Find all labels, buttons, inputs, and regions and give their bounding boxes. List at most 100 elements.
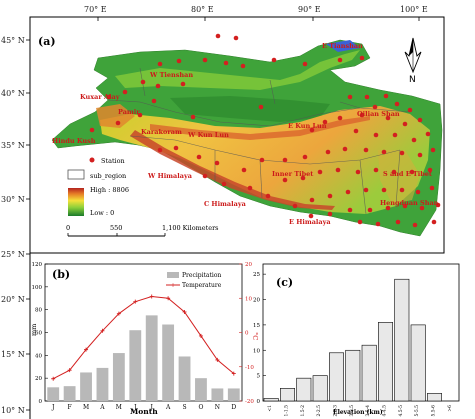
- region-label: S and E Tibet: [383, 170, 432, 178]
- legend-elevation-ramp: [68, 188, 84, 216]
- temperature-point: [166, 296, 171, 301]
- legend-precip-label: Precipitation: [182, 272, 221, 279]
- elevation-bar: [427, 393, 442, 402]
- station-marker: [394, 101, 400, 107]
- lon-tick-label: 80° E: [191, 5, 214, 14]
- station-marker: [265, 193, 271, 199]
- precip-bar: [96, 367, 109, 401]
- station-marker: [347, 207, 353, 213]
- map-panel: 70° E 80° E 90° E 100° E 45° N 40° N 35°…: [1, 5, 445, 259]
- station-marker: [381, 149, 387, 155]
- month-tick-label: A: [165, 404, 171, 411]
- temperature-point: [84, 347, 89, 352]
- station-marker: [157, 61, 163, 67]
- precip-bar: [112, 353, 125, 401]
- elevation-tick-label: 1-1.5: [284, 405, 290, 417]
- north-arrow: N: [404, 37, 422, 85]
- station-marker: [407, 107, 413, 113]
- elevation-tick-label: 4.5-5: [398, 405, 404, 417]
- station-marker: [308, 213, 314, 219]
- region-label: Pamir: [118, 108, 140, 116]
- region-labels: E Tianshan W Tienshan Kuxar Alay Pamir H…: [52, 42, 439, 226]
- station-marker: [373, 167, 379, 173]
- station-marker: [202, 173, 208, 179]
- station-marker: [300, 175, 306, 181]
- temperature-point: [67, 368, 72, 373]
- station-marker: [383, 93, 389, 99]
- station-marker: [223, 60, 229, 66]
- station-marker: [155, 83, 161, 89]
- station-marker: [322, 119, 328, 125]
- right-tick-label: -10: [245, 365, 254, 371]
- region-label: E Tianshan: [322, 42, 363, 50]
- station-marker: [221, 181, 227, 187]
- elevation-tick-label: 3-3.5: [349, 405, 355, 417]
- station-marker: [337, 57, 343, 63]
- station-marker: [367, 207, 373, 213]
- temperature-point: [116, 311, 121, 316]
- legend-temp-label: Temperature: [182, 282, 222, 289]
- left-tick-label: 100: [32, 285, 43, 291]
- station-marker: [309, 197, 315, 203]
- lon-tick-label: 70° E: [84, 5, 107, 14]
- station-marker: [429, 185, 435, 191]
- legend-station-label: Station: [101, 157, 125, 165]
- station-marker: [335, 167, 341, 173]
- temperature-point: [198, 333, 203, 338]
- right-tick-label: 0: [245, 331, 249, 337]
- elevation-bar: [263, 398, 279, 402]
- station-marker: [282, 177, 288, 183]
- station-marker: [259, 157, 265, 163]
- elevation-tick-label: 4-4.5: [382, 405, 388, 417]
- chart-b-frame: [44, 263, 243, 402]
- lat-tick-label: 40° N: [1, 89, 25, 98]
- left-tick-label: 80: [35, 308, 42, 314]
- station-marker: [395, 219, 401, 225]
- region-label: Qilian Shan: [357, 110, 400, 118]
- station-marker: [106, 94, 112, 100]
- station-marker: [385, 115, 391, 121]
- elevation-bar: [280, 388, 295, 402]
- terrain-kunlun-ridge: [150, 116, 370, 140]
- lat-tick-label: 20° N: [1, 295, 25, 304]
- station-marker: [373, 132, 379, 138]
- left-tick-label: 20: [35, 376, 42, 382]
- station-marker: [240, 63, 246, 69]
- elevation-bar: [345, 349, 361, 402]
- left-tick-label: 120: [32, 262, 43, 268]
- station-marker: [425, 131, 431, 137]
- terrain-hengduan-high: [378, 150, 420, 204]
- station-marker: [359, 112, 365, 118]
- lat-tick-label: 10° N: [1, 406, 25, 415]
- month-tick-label: N: [215, 404, 220, 411]
- legend-low-label: Low : 0: [90, 209, 114, 217]
- elevation-tick-label: <1: [267, 405, 273, 412]
- lat-tick-marks: [26, 39, 30, 255]
- chart-b-ylabel-right: °C: [251, 332, 259, 340]
- precip-bar: [178, 356, 191, 401]
- lon-tick-marks: [97, 17, 420, 21]
- legend-temp-marker: +: [171, 282, 176, 289]
- station-marker: [122, 89, 128, 95]
- lat-tick-label: 25° N: [1, 250, 25, 259]
- temperature-point: [182, 309, 187, 314]
- region-label: C Himalaya: [204, 200, 247, 208]
- precip-bar: [47, 387, 60, 401]
- station-marker: [363, 147, 369, 153]
- month-tick-label: D: [231, 404, 236, 411]
- elevation-bar: [329, 352, 344, 402]
- elevation-tick-label: 2-2.5: [316, 405, 322, 417]
- right-tick-label: -20: [245, 399, 254, 405]
- legend-station-icon: [89, 157, 95, 163]
- station-marker: [355, 169, 361, 175]
- terrain-pamir-high: [96, 104, 135, 128]
- station-marker: [233, 35, 239, 41]
- north-arrow-label: N: [409, 75, 416, 85]
- station-marker: [363, 187, 369, 193]
- lat-tick-label: 15° N: [1, 350, 25, 359]
- station-marker: [391, 169, 397, 175]
- lat-tick-label: 35° N: [1, 141, 25, 150]
- chart-c-frame: [262, 263, 460, 402]
